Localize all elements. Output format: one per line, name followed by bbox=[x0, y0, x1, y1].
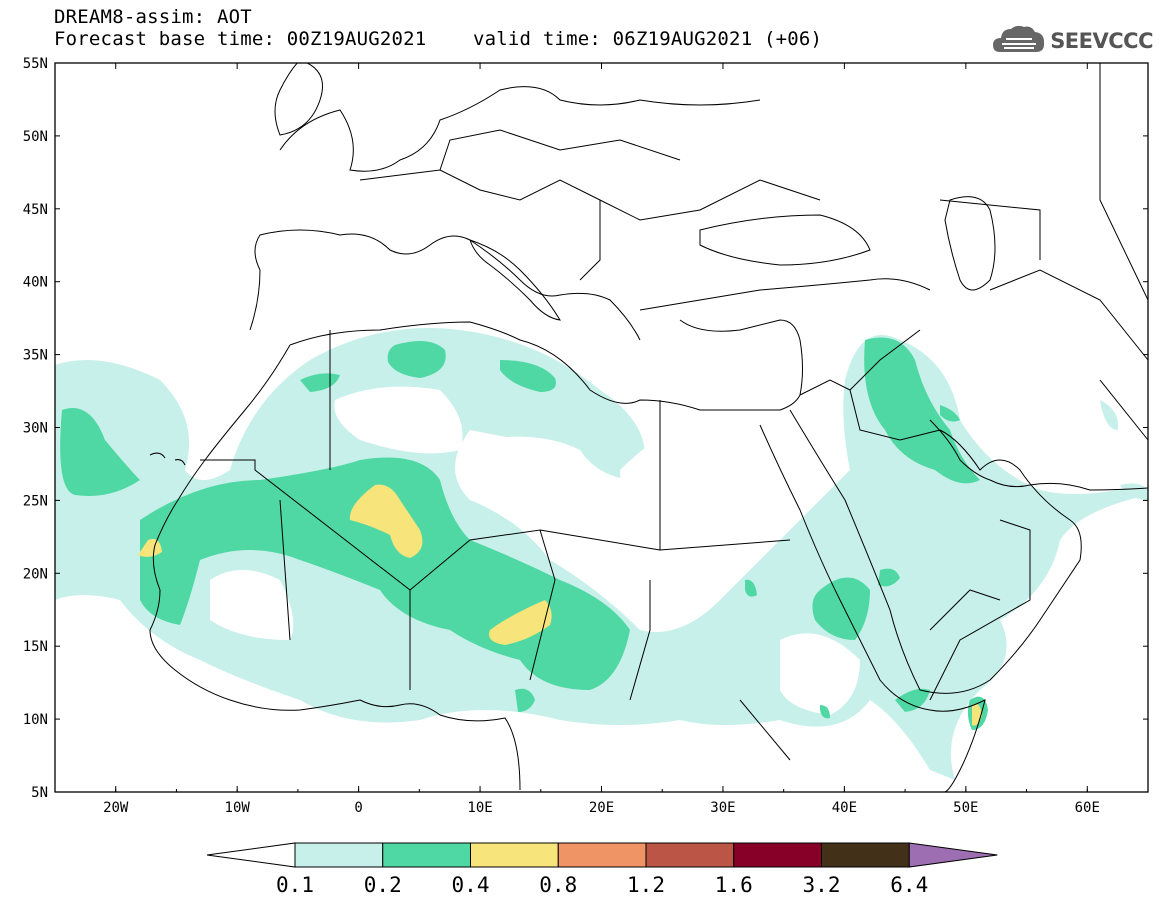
figure-subtitle: Forecast base time: 00Z19AUG2021 valid t… bbox=[54, 28, 823, 50]
aot-field-holes bbox=[210, 386, 860, 715]
lat-label: 30N bbox=[23, 421, 48, 437]
coastline-levant bbox=[679, 319, 803, 396]
colorbar-box bbox=[821, 842, 910, 868]
colorbar-over-arrow bbox=[908, 842, 998, 868]
colorbar-under-arrow bbox=[206, 842, 296, 868]
colorbar-label: 0.4 bbox=[452, 873, 490, 897]
lat-label: 35N bbox=[23, 348, 48, 364]
coastline-europe-south bbox=[249, 229, 641, 341]
aot-field-0.4 bbox=[138, 484, 982, 726]
border-europe bbox=[359, 129, 821, 281]
cloud-icon bbox=[992, 22, 1046, 60]
colorbar-label: 1.6 bbox=[715, 873, 753, 897]
coastline-iceland-canary bbox=[149, 452, 186, 466]
colorbar-box bbox=[733, 842, 822, 868]
latitude-ticks: 55N 50N 45N 40N 35N 30N 25N 20N 15N 10N 5N bbox=[23, 56, 1148, 801]
lat-label: 55N bbox=[23, 56, 48, 72]
lat-label: 25N bbox=[23, 493, 48, 509]
lon-label: 0 bbox=[354, 800, 362, 816]
coastline-horn bbox=[929, 699, 986, 792]
longitude-ticks: 20W 10W 0 10E 20E 30E 40E 50E 60E bbox=[54, 63, 1149, 816]
lon-label: 60E bbox=[1075, 800, 1100, 816]
colorbar-box bbox=[470, 842, 559, 868]
lat-label: 40N bbox=[23, 275, 48, 291]
lat-label: 45N bbox=[23, 202, 48, 218]
coastline-layer bbox=[149, 63, 1148, 792]
coastline-britain bbox=[274, 63, 323, 136]
colorbar: 0.1 0.2 0.4 0.8 1.2 1.6 3.2 6.4 bbox=[206, 842, 998, 897]
colorbar-label: 1.2 bbox=[627, 873, 665, 897]
colorbar-label: 0.8 bbox=[539, 873, 577, 897]
lon-label: 10E bbox=[467, 800, 492, 816]
colorbar-box bbox=[294, 842, 384, 868]
logo-text: SEEVCCC bbox=[1050, 29, 1153, 53]
lat-label: 10N bbox=[23, 712, 48, 728]
lat-label: 20N bbox=[23, 566, 48, 582]
lon-label: 20E bbox=[589, 800, 614, 816]
logo: SEEVCCC bbox=[992, 22, 1153, 60]
coastline-med-south bbox=[289, 321, 801, 411]
colorbar-box bbox=[382, 842, 471, 868]
border-asia bbox=[939, 63, 1148, 441]
aot-field-layer bbox=[55, 328, 1148, 780]
coastline-italy bbox=[469, 239, 561, 321]
coastline-red-sea bbox=[759, 424, 931, 711]
aot-field-0.1 bbox=[55, 328, 1148, 780]
border-middle-east bbox=[799, 329, 1031, 701]
lat-label: 15N bbox=[23, 639, 48, 655]
lat-label: 5N bbox=[31, 785, 48, 801]
coastline-caspian bbox=[944, 196, 996, 291]
colorbar-label: 0.1 bbox=[276, 873, 314, 897]
coastline-turkey bbox=[639, 278, 931, 311]
lon-label: 10W bbox=[225, 800, 251, 816]
colorbar-label: 3.2 bbox=[803, 873, 841, 897]
coastline-persian-gulf bbox=[929, 419, 1148, 491]
coastline-europe-north bbox=[279, 86, 761, 172]
colorbar-box bbox=[645, 842, 735, 868]
lon-label: 50E bbox=[953, 800, 978, 816]
colorbar-box bbox=[557, 842, 647, 868]
lon-label: 30E bbox=[710, 800, 735, 816]
lon-label: 40E bbox=[832, 800, 857, 816]
coastline-west-africa bbox=[149, 344, 521, 791]
colorbar-label: 0.2 bbox=[364, 873, 402, 897]
figure-title: DREAM8-assim: AOT bbox=[54, 6, 252, 28]
lon-label: 20W bbox=[103, 800, 129, 816]
colorbar-label: 6.4 bbox=[890, 873, 928, 897]
border-africa-1 bbox=[200, 330, 791, 761]
lat-label: 50N bbox=[23, 129, 48, 145]
coastline-arabia bbox=[789, 409, 1082, 694]
coastline-black-sea bbox=[699, 214, 871, 266]
